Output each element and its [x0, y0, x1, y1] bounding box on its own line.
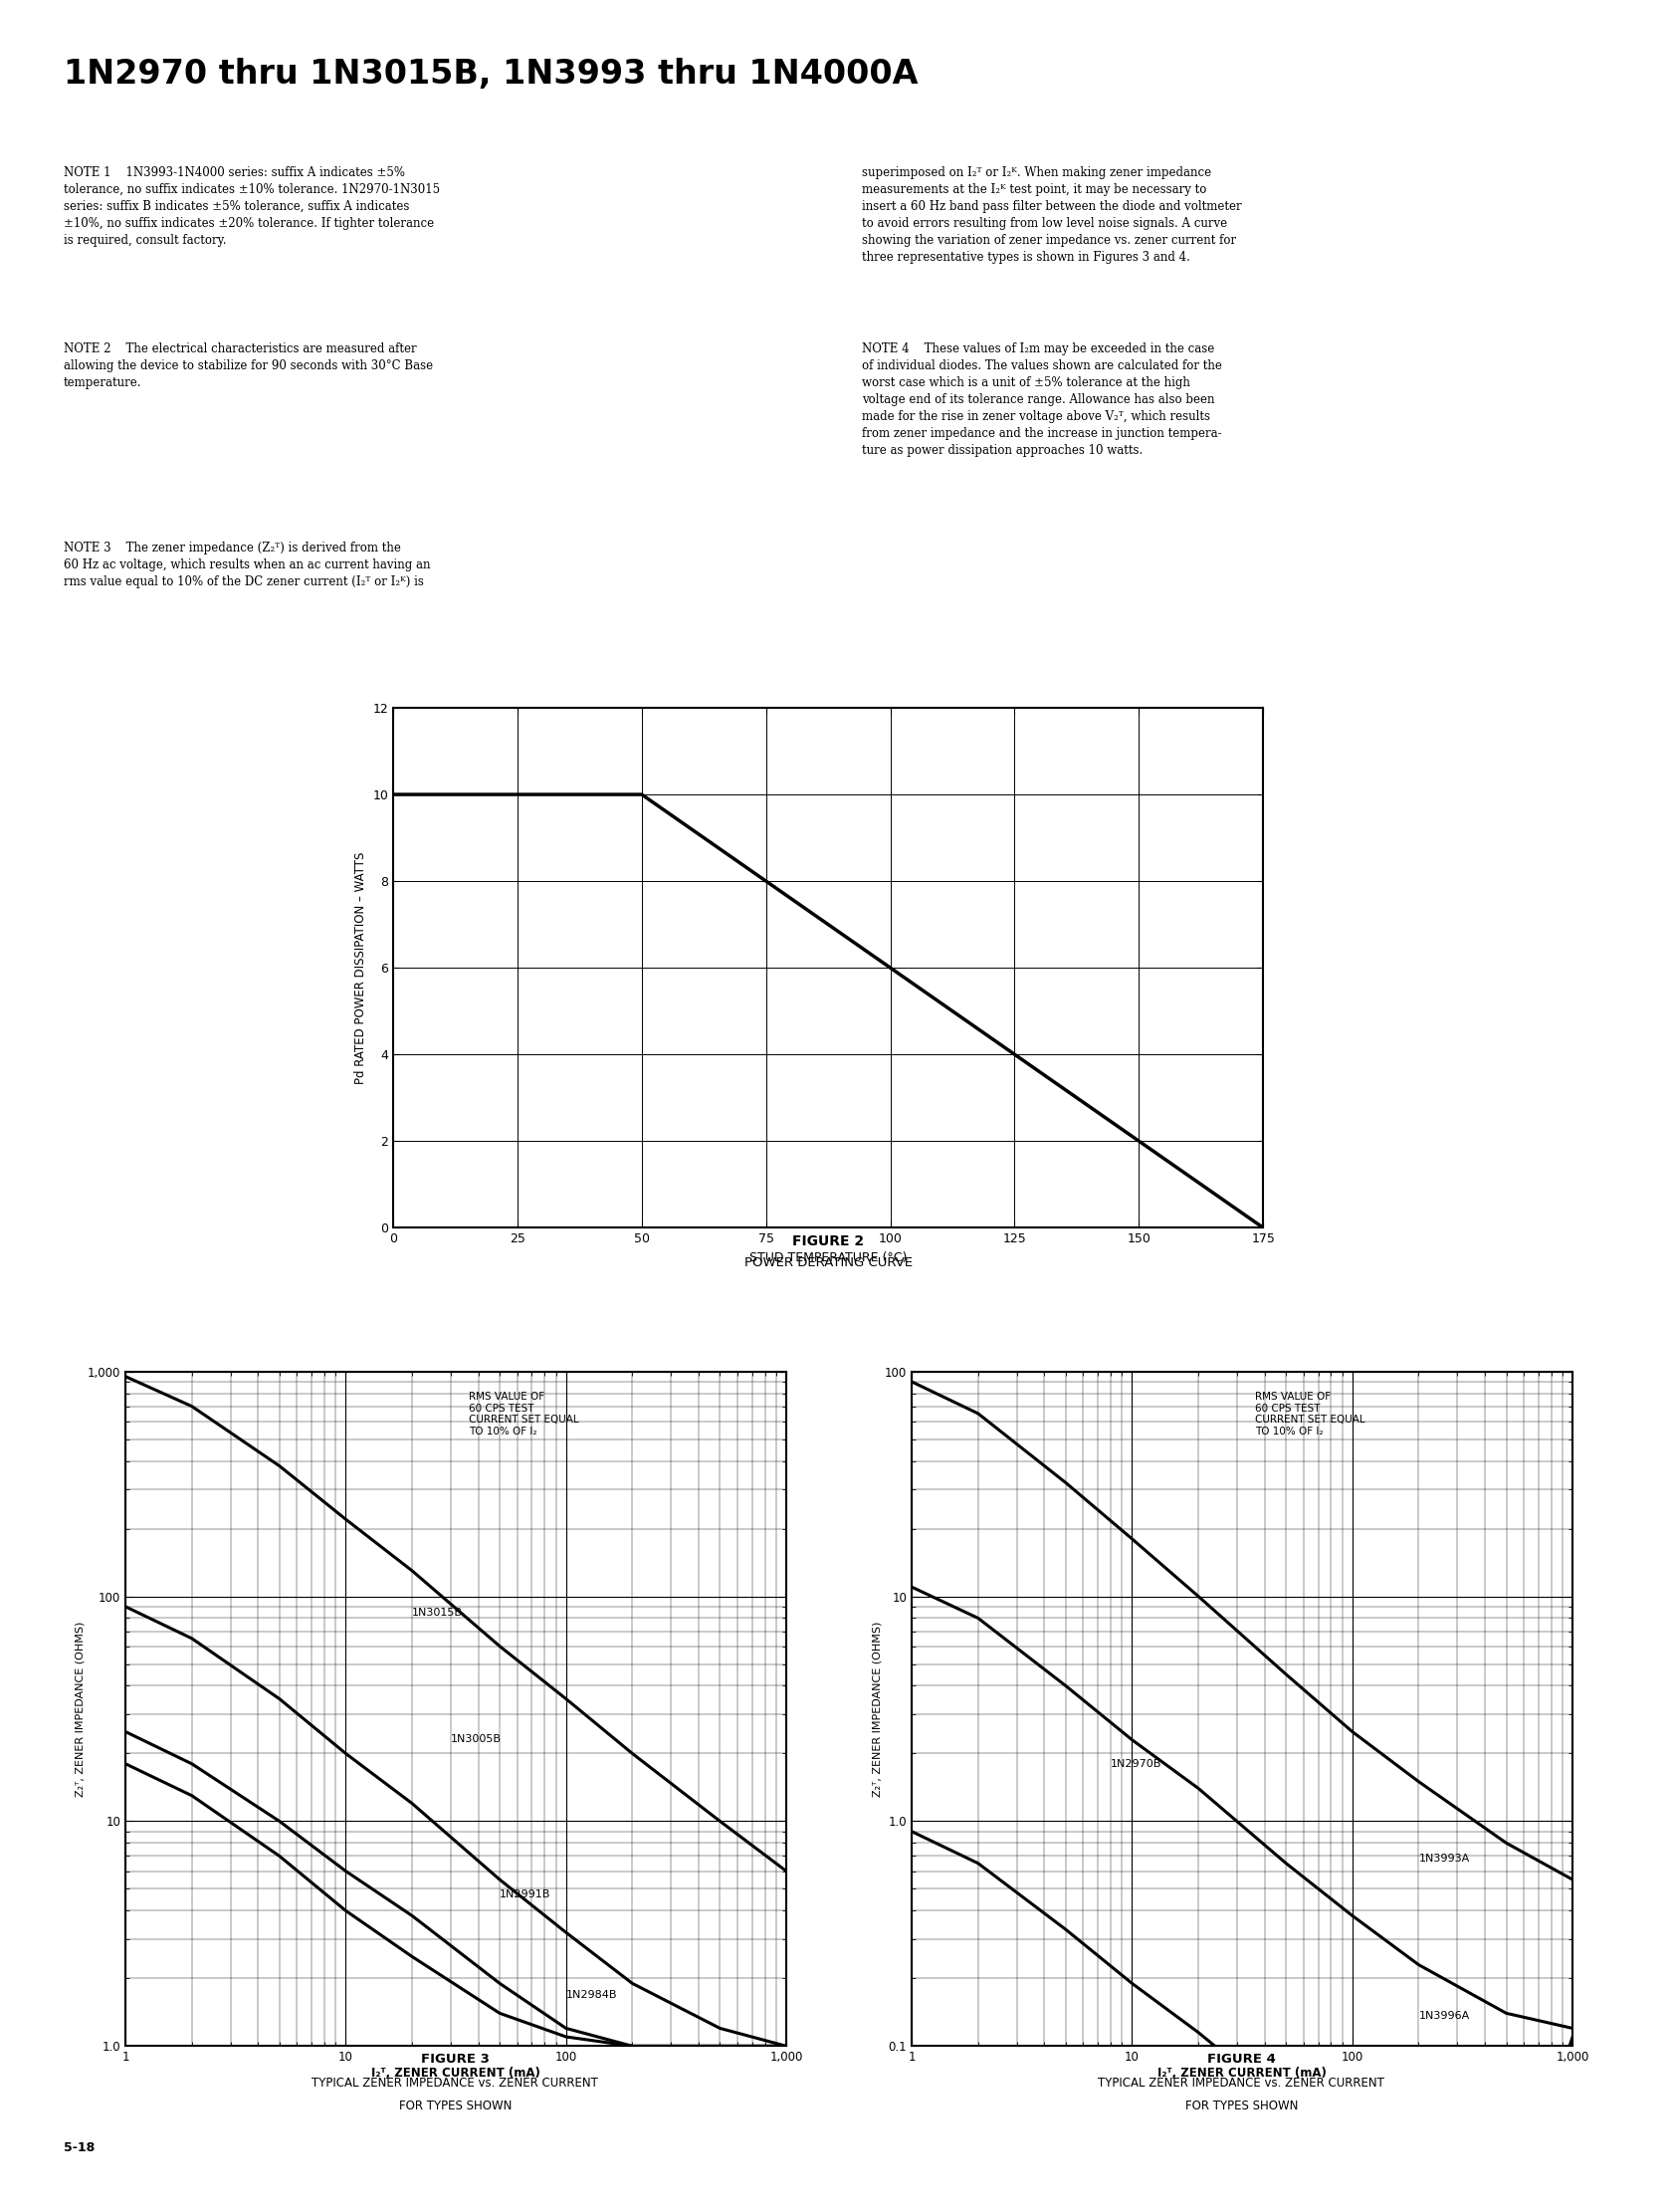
X-axis label: STUD TEMPERATURE (°C): STUD TEMPERATURE (°C) — [749, 1252, 906, 1263]
Text: RMS VALUE OF
60 CPS TEST
CURRENT SET EQUAL
TO 10% OF I₂: RMS VALUE OF 60 CPS TEST CURRENT SET EQU… — [1254, 1391, 1364, 1436]
Text: 1N3005B: 1N3005B — [450, 1734, 502, 1745]
Text: TYPICAL ZENER IMPEDANCE vs. ZENER CURRENT: TYPICAL ZENER IMPEDANCE vs. ZENER CURREN… — [1097, 2077, 1384, 2090]
Text: 1N3993A: 1N3993A — [1418, 1854, 1468, 1863]
Y-axis label: Z₂ᵀ, ZENER IMPEDANCE (OHMS): Z₂ᵀ, ZENER IMPEDANCE (OHMS) — [871, 1621, 881, 1796]
Text: NOTE 1    1N3993-1N4000 series: suffix A indicates ±5%
tolerance, no suffix indi: NOTE 1 1N3993-1N4000 series: suffix A in… — [64, 166, 440, 246]
Text: FIGURE 4: FIGURE 4 — [1207, 2053, 1274, 2066]
Y-axis label: Z₂ᵀ, ZENER IMPEDANCE (OHMS): Z₂ᵀ, ZENER IMPEDANCE (OHMS) — [75, 1621, 85, 1796]
Text: 5-18: 5-18 — [64, 2141, 95, 2154]
Text: NOTE 4    These values of I₂m may be exceeded in the case
of individual diodes. : NOTE 4 These values of I₂m may be exceed… — [861, 343, 1221, 458]
Text: 1N3015B: 1N3015B — [411, 1608, 463, 1619]
Text: superimposed on I₂ᵀ or I₂ᴷ. When making zener impedance
measurements at the I₂ᴷ : superimposed on I₂ᵀ or I₂ᴷ. When making … — [861, 166, 1241, 263]
Text: NOTE 3    The zener impedance (Z₂ᵀ) is derived from the
60 Hz ac voltage, which : NOTE 3 The zener impedance (Z₂ᵀ) is deri… — [64, 542, 430, 588]
Text: FIGURE 2: FIGURE 2 — [793, 1234, 863, 1248]
Text: FIGURE 3: FIGURE 3 — [421, 2053, 488, 2066]
Text: FOR TYPES SHOWN: FOR TYPES SHOWN — [1184, 2099, 1297, 2112]
X-axis label: I₂ᵀ, ZENER CURRENT (mA): I₂ᵀ, ZENER CURRENT (mA) — [1157, 2066, 1326, 2079]
Text: RMS VALUE OF
60 CPS TEST
CURRENT SET EQUAL
TO 10% OF I₂: RMS VALUE OF 60 CPS TEST CURRENT SET EQU… — [468, 1391, 579, 1436]
Text: 1N2970B: 1N2970B — [1110, 1759, 1160, 1770]
Text: TYPICAL ZENER IMPEDANCE vs. ZENER CURRENT: TYPICAL ZENER IMPEDANCE vs. ZENER CURREN… — [311, 2077, 599, 2090]
Text: 1N2991B: 1N2991B — [500, 1889, 550, 1900]
Text: FOR TYPES SHOWN: FOR TYPES SHOWN — [398, 2099, 512, 2112]
Text: 1N2970 thru 1N3015B, 1N3993 thru 1N4000A: 1N2970 thru 1N3015B, 1N3993 thru 1N4000A — [64, 58, 918, 91]
Text: NOTE 2    The electrical characteristics are measured after
allowing the device : NOTE 2 The electrical characteristics ar… — [64, 343, 433, 389]
X-axis label: I₂ᵀ, ZENER CURRENT (mA): I₂ᵀ, ZENER CURRENT (mA) — [371, 2066, 540, 2079]
Text: 1N2984B: 1N2984B — [565, 1991, 617, 2000]
Text: POWER DERATING CURVE: POWER DERATING CURVE — [744, 1256, 911, 1270]
Text: 1N3996A: 1N3996A — [1418, 2011, 1468, 2020]
Y-axis label: Pd RATED POWER DISSIPATION – WATTS: Pd RATED POWER DISSIPATION – WATTS — [354, 852, 366, 1084]
